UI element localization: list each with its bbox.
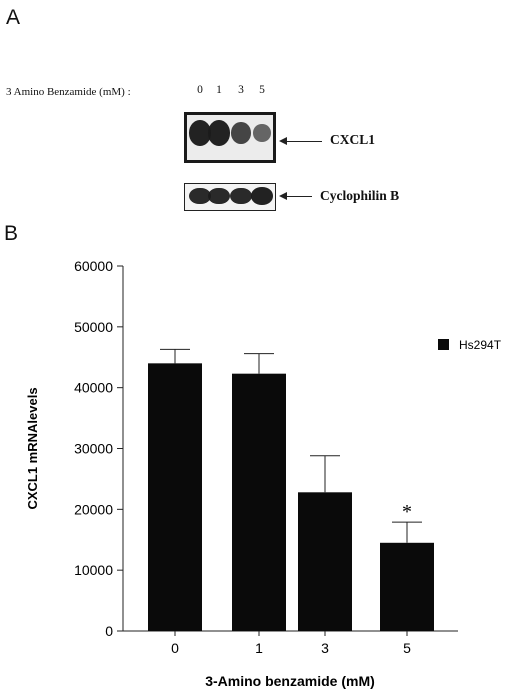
- y-tick-label: 10000: [74, 562, 113, 578]
- blot-band: [189, 120, 211, 146]
- panel-a-label: A: [6, 6, 21, 29]
- lane-number: 1: [216, 84, 222, 96]
- x-axis-label: 3-Amino benzamide (mM): [205, 673, 375, 689]
- cyclophilin-arrow-head: [279, 192, 287, 200]
- bar: [298, 492, 352, 631]
- blot-band: [208, 120, 230, 146]
- blot-band: [189, 187, 211, 205]
- blot-band: [251, 187, 273, 205]
- y-axis-label: CXCL1 mRNAlevels: [25, 387, 40, 509]
- treatment-label: 3 Amino Benzamide (mM) :: [6, 86, 131, 98]
- blot-band: [253, 124, 271, 142]
- x-tick-label: 0: [171, 640, 179, 656]
- legend-label: Hs294T: [459, 338, 502, 352]
- blot-band: [231, 122, 251, 144]
- x-tick-label: 1: [255, 640, 263, 656]
- cyclophilin-label: Cyclophilin B: [320, 188, 400, 203]
- y-tick-label: 40000: [74, 380, 113, 396]
- panel-b-label: B: [4, 222, 19, 245]
- cyclophilin-arrow: [286, 196, 312, 197]
- y-tick-label: 20000: [74, 501, 113, 517]
- lane-number: 3: [238, 84, 244, 96]
- legend-swatch: [438, 339, 449, 350]
- y-tick-label: 50000: [74, 319, 113, 335]
- x-tick-label: 3: [321, 640, 329, 656]
- y-tick-label: 60000: [74, 258, 113, 274]
- significance-marker: *: [402, 501, 412, 523]
- cxcl1-label: CXCL1: [330, 132, 376, 147]
- blot-band: [230, 187, 252, 205]
- bar: [380, 542, 434, 631]
- x-tick-label: 5: [403, 640, 411, 656]
- bar: [148, 363, 202, 631]
- lane-number: 0: [197, 84, 203, 96]
- blot-band: [208, 187, 230, 205]
- cxcl1-arrow-head: [279, 137, 287, 145]
- lane-number: 5: [259, 84, 265, 96]
- y-tick-label: 30000: [74, 441, 113, 457]
- y-tick-label: 0: [105, 623, 113, 639]
- bar: [232, 373, 286, 631]
- cxcl1-arrow: [286, 141, 322, 142]
